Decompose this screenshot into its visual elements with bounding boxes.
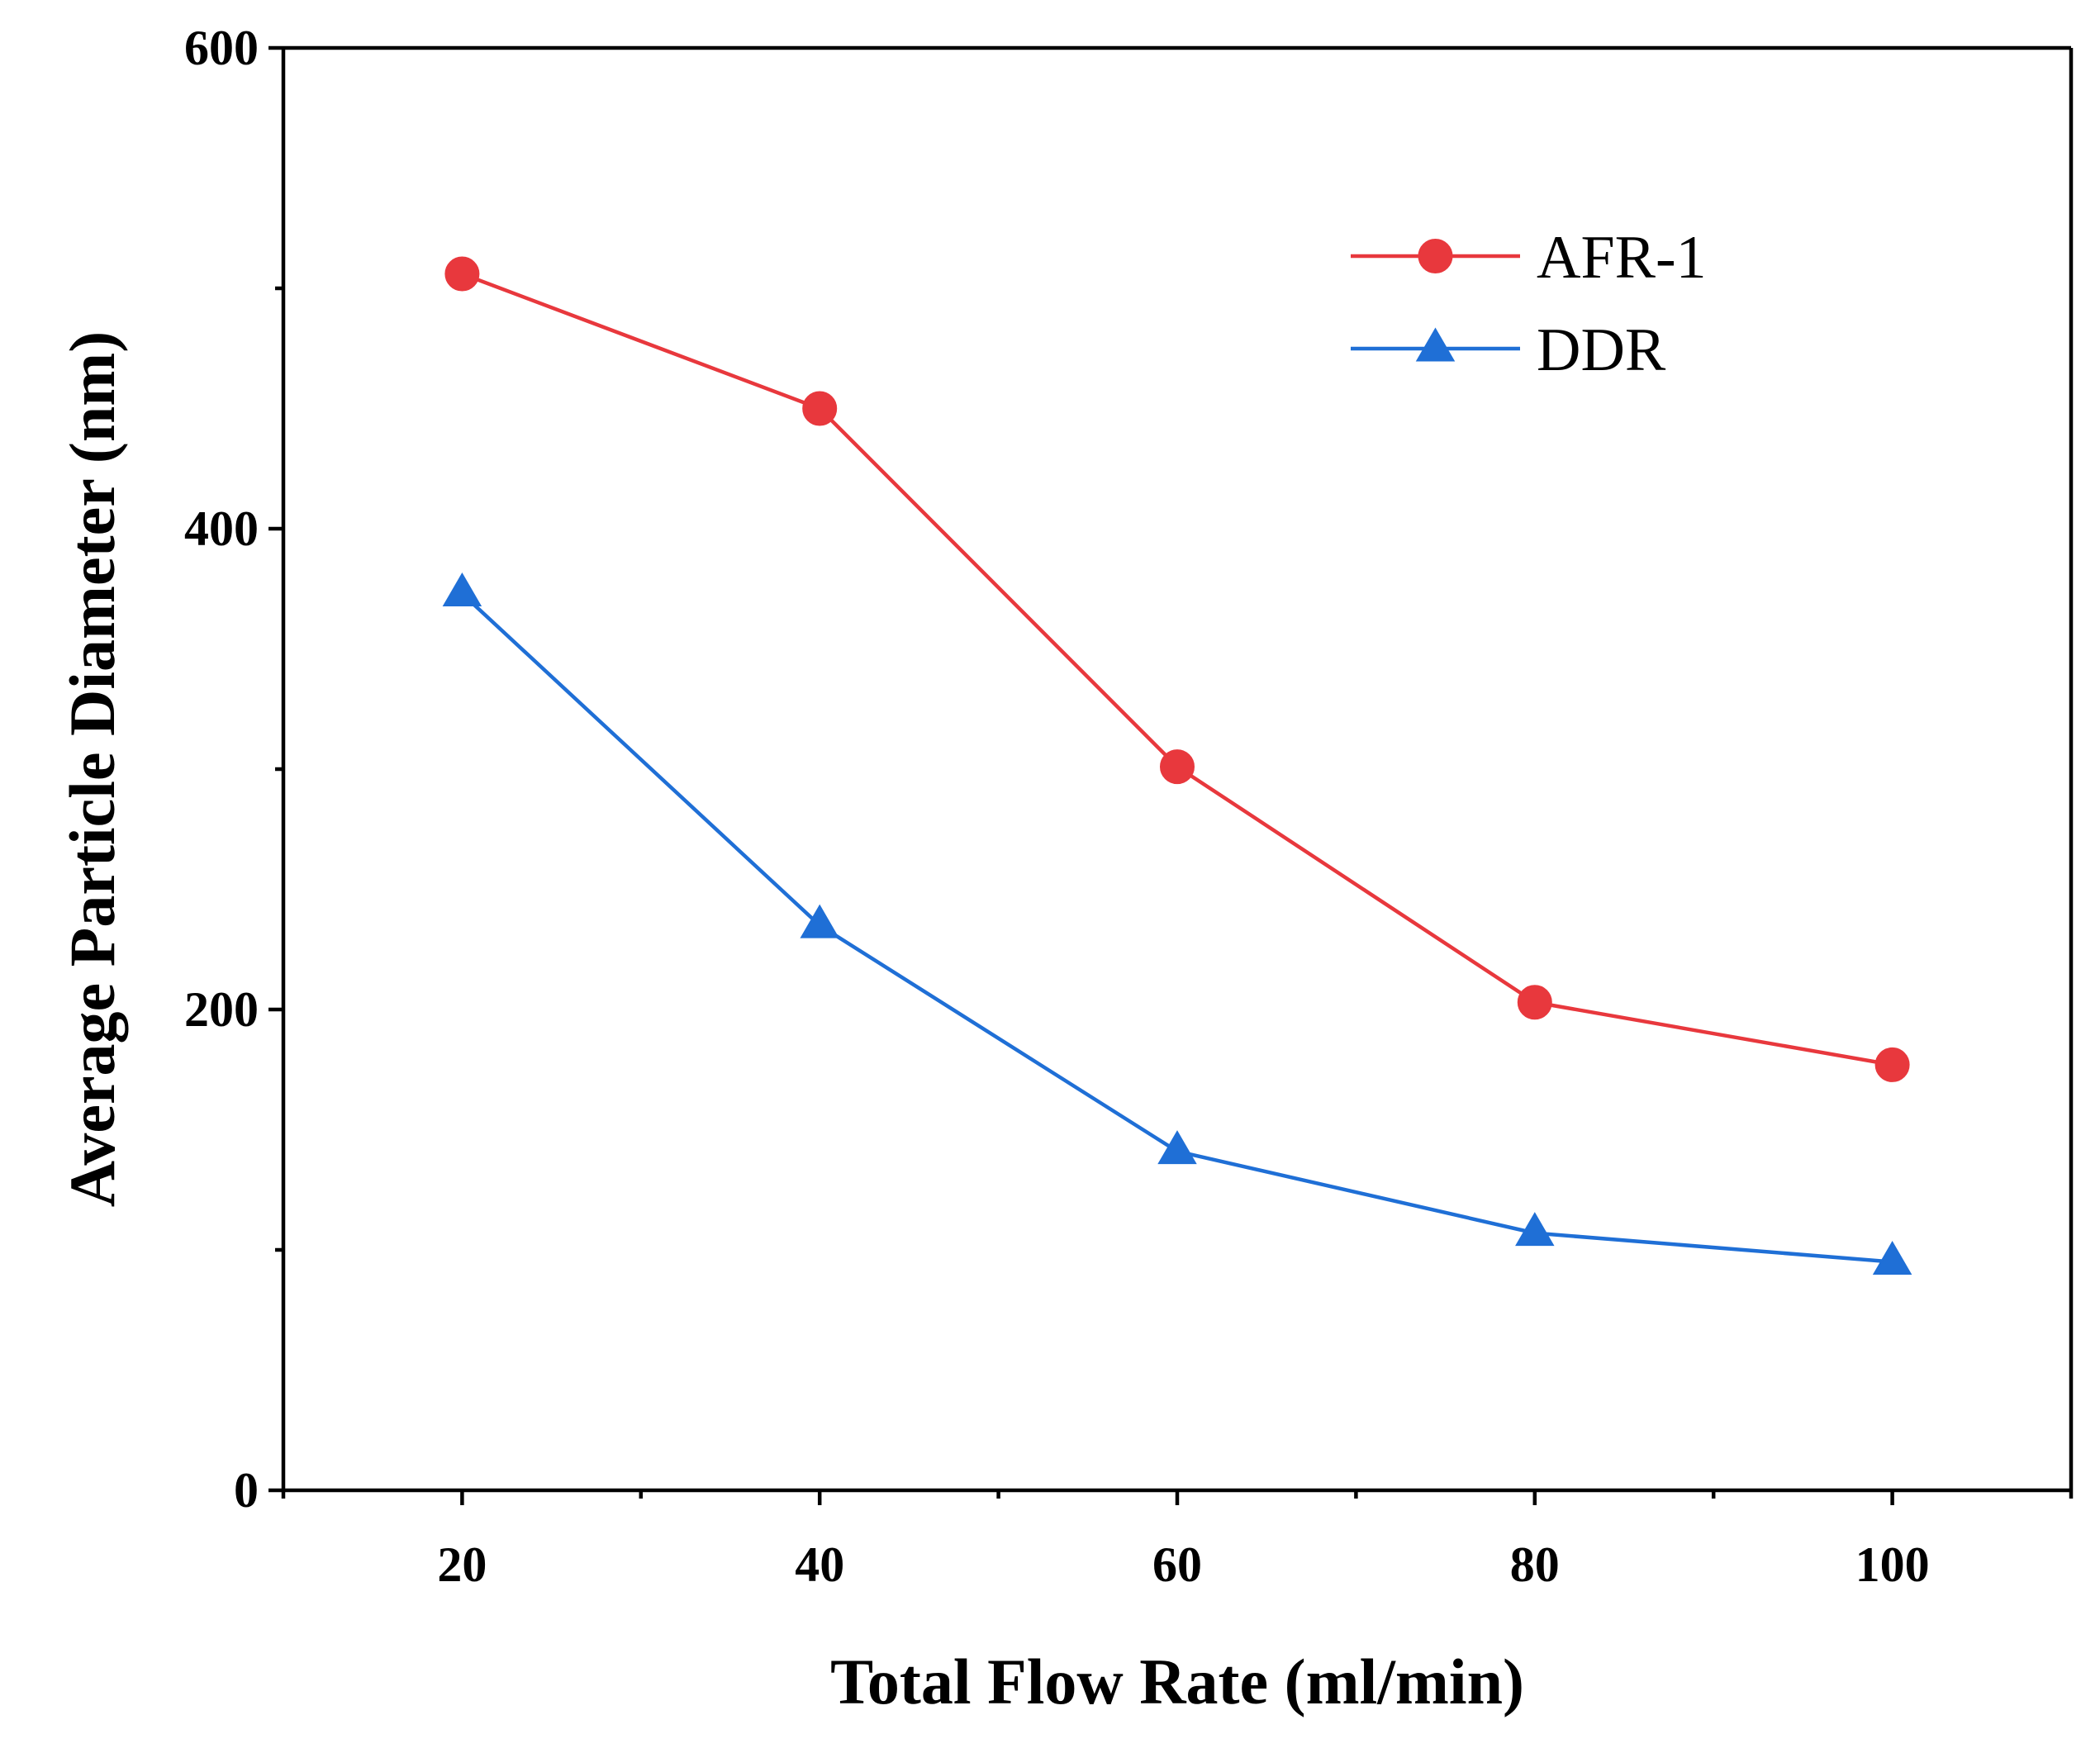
x-tick-label: 40 [795,1537,844,1592]
data-point-ddr [1872,1240,1912,1275]
legend-item-ddr: DDR [1351,316,1666,384]
x-tick-label: 20 [437,1537,487,1592]
y-axis-title: Average Particle Diameter (nm) [56,331,128,1207]
legend-swatch-marker [1418,239,1453,273]
axes: 0 200 400 600 20 40 60 80 100 [184,21,2074,1592]
y-tick-label: 600 [184,21,259,75]
y-tick-label: 200 [184,982,259,1037]
series-afr-1 [444,256,1910,1082]
legend-swatch-marker [1415,327,1456,362]
axis-titles: Total Flow Rate (ml/min) Average Particl… [56,331,1524,1717]
data-point-ddr [1157,1130,1197,1165]
data-point-afr-1 [444,256,480,292]
legend-label: AFR-1 [1537,224,1707,292]
y-tick-label: 400 [184,501,259,556]
data-point-afr-1 [802,391,838,426]
series-line-afr-1 [461,272,1893,1067]
data-point-afr-1 [1874,1047,1910,1082]
series-layer [442,256,1912,1275]
data-point-afr-1 [1517,985,1552,1020]
y-tick-label: 0 [234,1463,259,1518]
data-point-ddr [442,572,482,607]
x-axis-title: Total Flow Rate (ml/min) [830,1646,1524,1717]
data-point-afr-1 [1160,749,1195,785]
legend: AFR-1 DDR [1351,224,1707,384]
data-point-ddr [800,904,839,938]
legend-label: DDR [1537,316,1666,384]
x-tick-label: 60 [1152,1537,1202,1592]
data-point-ddr [1515,1212,1555,1247]
series-ddr [442,572,1912,1275]
x-tick-label: 100 [1855,1537,1930,1592]
legend-item-afr-1: AFR-1 [1351,224,1707,292]
x-tick-label: 80 [1510,1537,1560,1592]
